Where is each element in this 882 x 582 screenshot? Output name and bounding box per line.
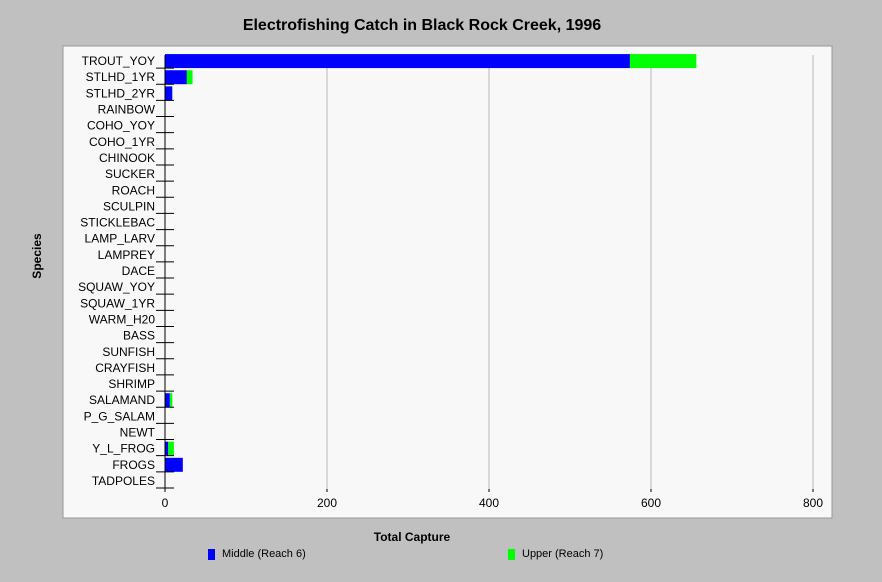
y-tick-label: TADPOLES <box>92 474 155 488</box>
y-tick-label: WARM_H20 <box>89 312 156 326</box>
y-tick-label: SUCKER <box>105 167 155 181</box>
y-tick-label: ROACH <box>112 183 155 197</box>
x-axis-label: Total Capture <box>373 530 451 544</box>
y-tick-label: P_G_SALAM <box>84 409 155 423</box>
legend-item-middle: Middle (Reach 6) <box>208 548 306 560</box>
bar-upper <box>168 441 174 456</box>
y-tick-label: SALAMAND <box>89 393 155 407</box>
y-tick-label: Y_L_FROG <box>92 442 155 456</box>
legend-swatch-upper <box>508 548 515 560</box>
bar-upper <box>169 393 173 408</box>
bar-middle <box>165 70 187 85</box>
y-tick-label: FROGS <box>112 458 155 472</box>
y-tick-label: COHO_1YR <box>89 135 155 149</box>
y-tick-label: BASS <box>123 329 155 343</box>
x-tick-label: 0 <box>162 496 169 510</box>
bar-upper <box>186 70 193 85</box>
bar-upper <box>629 54 697 69</box>
y-tick-label: RAINBOW <box>98 103 156 117</box>
y-tick-label: SQUAW_1YR <box>80 296 155 310</box>
legend-item-upper: Upper (Reach 7) <box>508 548 603 560</box>
x-tick-label: 800 <box>803 496 823 510</box>
chart-title: Electrofishing Catch in Black Rock Creek… <box>242 17 602 34</box>
plot-area <box>62 45 833 519</box>
y-tick-label: COHO_YOY <box>87 119 155 133</box>
y-tick-label: CHINOOK <box>99 151 155 165</box>
legend-label-upper: Upper (Reach 7) <box>522 548 604 560</box>
bar-middle <box>165 393 170 408</box>
bar-middle <box>165 86 173 101</box>
y-tick-label: CRAYFISH <box>95 361 155 375</box>
y-axis-label: Species <box>30 233 44 279</box>
bar-middle <box>165 457 183 472</box>
y-tick-label: LAMP_LARV <box>85 232 155 246</box>
y-tick-label: SQUAW_YOY <box>78 280 155 294</box>
legend-swatch-middle <box>208 548 215 560</box>
bar-middle <box>165 441 169 456</box>
y-tick-label: LAMPREY <box>98 248 155 262</box>
y-tick-label: STLHD_1YR <box>86 70 156 84</box>
x-tick-label: 400 <box>479 496 499 510</box>
y-tick-label: SUNFISH <box>102 345 155 359</box>
y-tick-label: SHRIMP <box>108 377 155 391</box>
bar-middle <box>165 54 630 69</box>
y-tick-label: SCULPIN <box>103 199 155 213</box>
y-tick-label: STICKLEBAC <box>80 216 155 230</box>
y-tick-label: TROUT_YOY <box>82 54 155 68</box>
legend-label-middle: Middle (Reach 6) <box>222 548 306 560</box>
y-tick-label: NEWT <box>120 426 156 440</box>
y-tick-label: STLHD_2YR <box>86 86 156 100</box>
x-tick-label: 600 <box>641 496 661 510</box>
y-tick-label: DACE <box>122 264 155 278</box>
x-tick-label: 200 <box>317 496 337 510</box>
